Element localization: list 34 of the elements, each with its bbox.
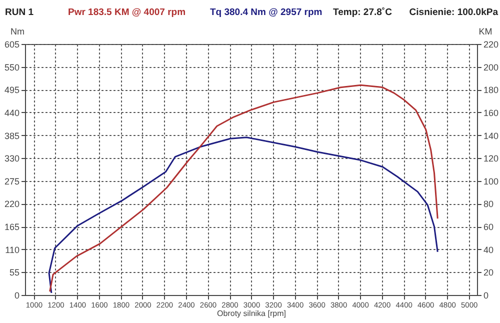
y-tick-label: 495 [4, 85, 20, 96]
y2-axis-title: KM [478, 26, 492, 36]
y-tick-label: 55 [9, 268, 20, 278]
line-series [49, 84, 438, 292]
text: Cisnienie: 100.0kPa [409, 7, 499, 18]
y-tick-label: 440 [4, 108, 20, 118]
text: RUN 1 [5, 7, 34, 18]
y2-tick-label: 140 [484, 130, 499, 141]
y2-tick-label: 20 [484, 268, 494, 278]
y-tick-label: 0 [14, 290, 20, 300]
y2-tick-label: 200 [484, 62, 499, 72]
y2-tick-label: 100 [484, 176, 499, 186]
y2-tick-label: 80 [484, 199, 494, 210]
y-tick-label: 330 [4, 154, 20, 164]
y-tick-label: 220 [4, 199, 20, 210]
y2-tick-label: 180 [484, 85, 499, 96]
y-tick-label: 550 [4, 62, 20, 72]
y-tick-label: 165 [4, 222, 20, 232]
y2-tick-label: 160 [484, 108, 499, 118]
y-tick-label: 110 [5, 244, 20, 255]
text: Pwr 183.5 KM @ 4007 rpm [68, 7, 186, 18]
y2-tick-label: 120 [484, 154, 499, 164]
y2-tick-label: 60 [484, 222, 494, 232]
x-axis-title: Obroty silnika [rpm] [217, 309, 286, 318]
y2-tick-label: 220 [484, 40, 499, 50]
y2-tick-label: 40 [484, 244, 494, 255]
y-tick-label: 605 [4, 40, 20, 50]
text: Temp: 27.8˚C [333, 7, 392, 18]
y-tick-label: 275 [4, 176, 20, 186]
y2-tick-label: 0 [484, 290, 489, 300]
line-series [48, 136, 438, 294]
text: Tq 380.4 Nm @ 2957 rpm [210, 7, 322, 18]
y-axis-title: Nm [10, 26, 24, 36]
y-tick-label: 385 [4, 130, 20, 141]
